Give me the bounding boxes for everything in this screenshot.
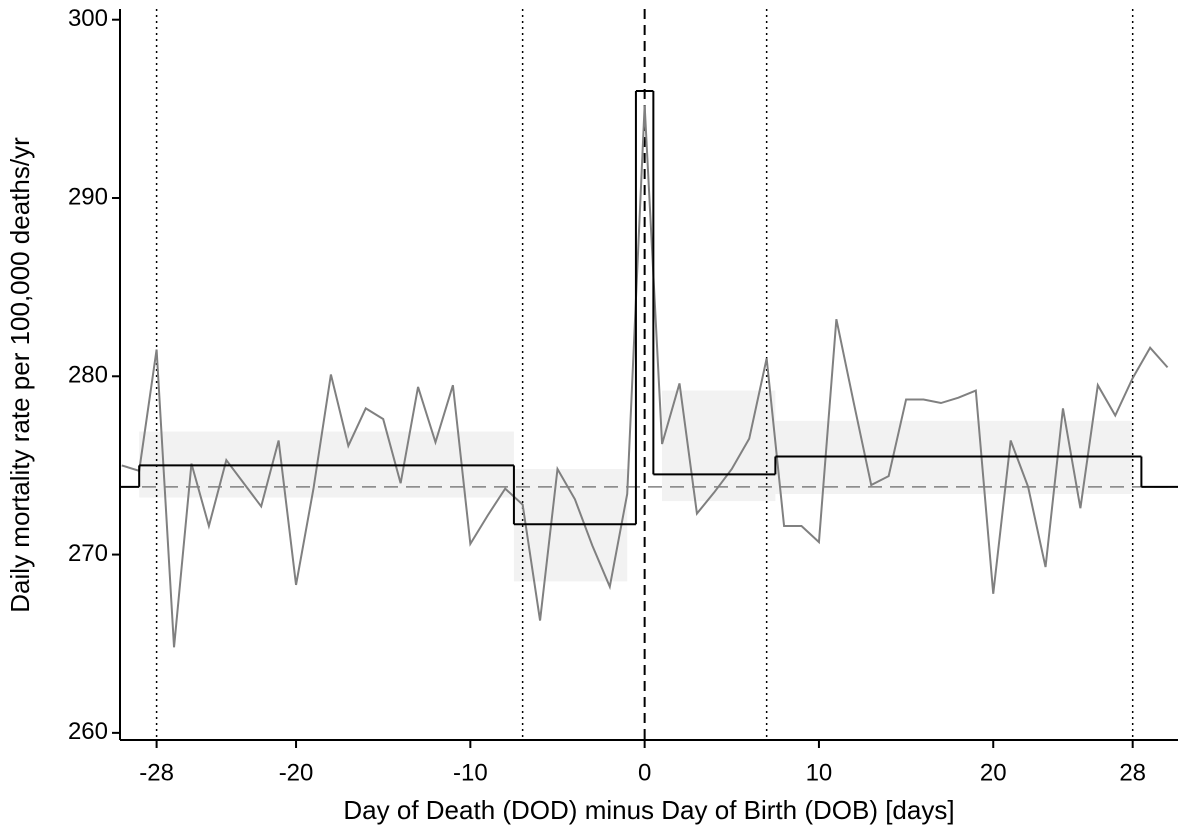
x-tick-label: 0 <box>638 759 651 786</box>
y-tick-label: 300 <box>68 5 108 32</box>
x-tick-label: -20 <box>279 759 314 786</box>
y-tick-label: 260 <box>68 718 108 745</box>
x-tick-label: 28 <box>1119 759 1146 786</box>
x-axis-title: Day of Death (DOD) minus Day of Birth (D… <box>343 795 954 825</box>
x-tick-label: -28 <box>139 759 174 786</box>
y-tick-label: 280 <box>68 362 108 389</box>
y-tick-label: 270 <box>68 540 108 567</box>
y-axis-title: Daily mortality rate per 100,000 deaths/… <box>5 137 35 613</box>
y-tick-label: 290 <box>68 183 108 210</box>
x-tick-label: 10 <box>806 759 833 786</box>
daily-rate-line <box>121 105 1169 648</box>
x-tick-label: -10 <box>453 759 488 786</box>
x-tick-label: 20 <box>980 759 1007 786</box>
confidence-band <box>662 390 776 502</box>
